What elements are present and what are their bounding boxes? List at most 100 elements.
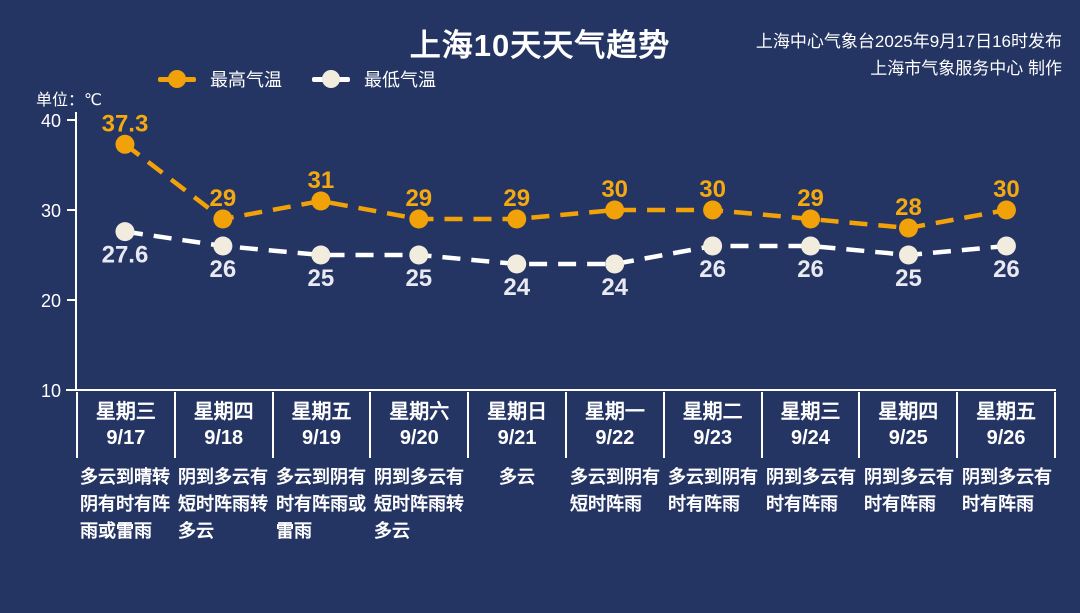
low-point-icon [311, 245, 331, 265]
weather-line: 多云到晴转 [80, 467, 170, 487]
low-point-icon [605, 254, 625, 274]
weather-line: 多云 [499, 467, 535, 487]
weather-text: 阴到多云有 时有阵雨 [766, 464, 856, 518]
day-cell: 星期五 9/26 [956, 392, 1056, 458]
legend-marker-icon [158, 69, 196, 89]
weather-cell: 阴到多云有 时有阵雨 [762, 464, 860, 545]
weather-line: 短时阵雨 [570, 494, 642, 514]
weather-cell: 多云 [468, 464, 566, 545]
high-value-label: 29 [797, 185, 824, 212]
weather-line: 时有阵雨或 [276, 494, 366, 514]
low-point-icon [898, 245, 918, 265]
weather-cell: 阴到多云有 时有阵雨 [958, 464, 1056, 545]
low-point-icon [409, 245, 429, 265]
low-value-label: 26 [210, 256, 237, 283]
weather-line: 时有阵雨 [962, 494, 1034, 514]
day-date: 9/22 [595, 427, 635, 449]
high-point-icon [213, 209, 233, 229]
weather-text: 多云 [499, 464, 535, 491]
weather-line: 雨或雷雨 [80, 521, 152, 541]
low-point-icon [115, 222, 135, 242]
high-value-label: 30 [601, 176, 628, 203]
day-weekday: 星期三 [780, 401, 841, 423]
low-point-icon [507, 254, 527, 274]
legend-dot-icon [168, 70, 186, 88]
legend-dot-icon [322, 70, 340, 88]
day-date: 9/17 [106, 427, 146, 449]
high-value-label: 31 [307, 167, 334, 194]
weather-line: 阴到多云有 [864, 467, 954, 487]
day-date: 9/20 [399, 427, 439, 449]
day-date: 9/18 [204, 427, 244, 449]
weather-line: 多云 [178, 521, 214, 541]
low-value-label: 25 [307, 265, 334, 292]
day-cell: 星期三 9/24 [760, 392, 859, 458]
weather-line: 阴到多云有 [178, 467, 268, 487]
day-date: 9/23 [693, 427, 733, 449]
high-value-label: 29 [405, 185, 432, 212]
weather-cell: 多云到阴有 短时阵雨 [566, 464, 664, 545]
legend-item: 最低气温 [312, 66, 436, 92]
high-series-line [123, 142, 1007, 231]
low-point-icon [213, 236, 233, 256]
y-tick-label: 40 [41, 111, 61, 131]
weather-line: 时有阵雨 [766, 494, 838, 514]
day-cell: 星期三 9/17 [76, 392, 174, 458]
high-point-icon [801, 209, 821, 229]
weather-text: 阴到多云有 时有阵雨 [864, 464, 954, 518]
low-point-icon [996, 236, 1016, 256]
high-value-label: 30 [993, 176, 1020, 203]
day-cell: 星期一 9/22 [564, 392, 663, 458]
high-point-icon [311, 191, 331, 211]
weather-line: 阴到多云有 [766, 467, 856, 487]
legend-label: 最低气温 [364, 70, 436, 90]
day-weekday: 星期二 [682, 401, 743, 423]
high-point-icon [507, 209, 527, 229]
publisher-line-2: 上海市气象服务中心 制作 [870, 59, 1062, 78]
weather-cell: 阴到多云有 短时阵雨转 多云 [174, 464, 272, 545]
high-value-label: 37.3 [102, 110, 149, 137]
weather-text: 多云到阴有时有阵雨或雷雨 [276, 464, 366, 545]
low-value-label: 26 [797, 256, 824, 283]
low-value-label: 26 [699, 256, 726, 283]
day-date: 9/26 [986, 427, 1026, 449]
day-weekday: 星期六 [389, 401, 450, 423]
day-weekday: 星期三 [95, 401, 156, 423]
low-point-icon [703, 236, 723, 256]
weather-line: 雷雨 [276, 521, 312, 541]
publisher-info: 上海中心气象台2025年9月17日16时发布 上海市气象服务中心 制作 [756, 28, 1062, 82]
page-title: 上海10天天气趋势 [409, 28, 671, 63]
low-series-line [124, 229, 1007, 267]
day-weekday: 星期四 [878, 401, 939, 423]
high-point-icon [996, 200, 1016, 220]
day-cell: 星期五 9/19 [271, 392, 370, 458]
low-value-label: 24 [503, 274, 530, 301]
weather-line: 阴有时有阵 [80, 494, 170, 514]
weather-line: 时有阵雨 [668, 494, 740, 514]
day-weekday: 星期五 [291, 401, 352, 423]
high-point-icon [605, 200, 625, 220]
weather-cell: 阴到多云有 时有阵雨 [860, 464, 958, 545]
day-cell: 星期二 9/23 [662, 392, 761, 458]
legend: 最高气温 最低气温 [158, 66, 436, 92]
weather-line: 多云到阴有 [668, 467, 758, 487]
low-point-icon [801, 236, 821, 256]
weather-line: 多云到阴有 [276, 467, 366, 487]
weather-text: 阴到多云有 短时阵雨转 多云 [374, 464, 464, 545]
day-weekday: 星期四 [193, 401, 254, 423]
weather-line: 时有阵雨 [864, 494, 936, 514]
y-tick-label: 30 [41, 201, 61, 221]
high-value-label: 28 [895, 194, 922, 221]
weather-description-row: 多云到晴转阴有时有阵雨或雷雨 阴到多云有 短时阵雨转 多云 多云到阴有时有阵雨或雷雨… [76, 464, 1056, 545]
high-value-label: 30 [699, 176, 726, 203]
low-value-label: 25 [405, 265, 432, 292]
weather-text: 多云到晴转阴有时有阵雨或雷雨 [80, 464, 170, 545]
day-date: 9/25 [888, 427, 928, 449]
weather-cell: 多云到晴转阴有时有阵雨或雷雨 [76, 464, 174, 545]
weather-line: 阴到多云有 [374, 467, 464, 487]
high-point-icon [409, 209, 429, 229]
low-value-label: 25 [895, 265, 922, 292]
day-date: 9/19 [302, 427, 341, 449]
publisher-line-1: 上海中心气象台2025年9月17日16时发布 [755, 32, 1062, 51]
